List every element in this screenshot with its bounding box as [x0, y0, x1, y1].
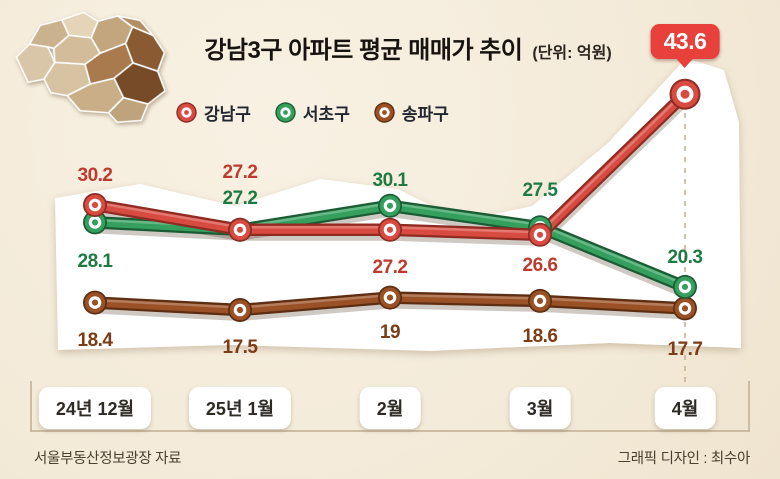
data-point-s2-1 — [228, 298, 252, 322]
value-label-s2-1: 17.5 — [222, 337, 258, 358]
data-point-s2-2 — [378, 285, 402, 310]
data-point-s0-3 — [528, 222, 552, 247]
value-label-s0-0: 30.2 — [77, 165, 113, 186]
value-label-s2-2: 19 — [379, 322, 401, 343]
value-label-s0-2: 27.2 — [372, 257, 408, 278]
legend-item-1: 서초구 — [275, 100, 350, 125]
data-point-s1-4 — [673, 274, 697, 299]
unit-note: (단위: 억원) — [532, 45, 612, 62]
chart-legend: 강남구 서초구 송파구 — [176, 100, 449, 125]
value-label-s2-3: 18.6 — [522, 326, 558, 347]
value-label-s2-4: 17.7 — [667, 339, 703, 360]
legend-item-2: 송파구 — [374, 100, 449, 125]
value-label-s2-0: 18.4 — [77, 330, 113, 351]
data-point-s0-4 — [669, 78, 701, 110]
value-label-s1-4: 20.3 — [667, 247, 703, 268]
legend-label: 송파구 — [401, 105, 449, 124]
data-point-s2-3 — [528, 288, 552, 313]
data-point-s0-1 — [228, 217, 252, 242]
x-axis-label-4: 4월 — [654, 387, 716, 429]
value-label-s1-2: 30.1 — [372, 170, 408, 191]
value-label-s0-3: 26.6 — [522, 255, 558, 276]
data-point-s1-0 — [83, 210, 107, 235]
x-axis-label-1: 25년 1월 — [188, 387, 292, 429]
seoul-map-graphic — [15, 11, 166, 124]
value-label-s1-3: 27.5 — [522, 180, 558, 201]
value-label-s1-1: 27.2 — [222, 188, 258, 209]
value-label-s0-1: 27.2 — [222, 162, 258, 183]
seoul-district-map — [10, 8, 180, 163]
legend-marker-icon — [176, 102, 197, 123]
x-axis-label-3: 3월 — [509, 387, 571, 429]
x-axis-label-0: 24년 12월 — [38, 387, 152, 429]
data-point-s1-2 — [378, 193, 402, 218]
value-label-s1-0: 28.1 — [77, 251, 113, 272]
data-point-s0-0 — [83, 193, 107, 217]
highlight-value: 43.6 — [663, 28, 707, 54]
series-points — [83, 78, 701, 322]
credit-note: 그래픽 디자인 : 최수아 — [617, 451, 751, 467]
data-point-s0-2 — [378, 217, 402, 242]
map-district — [107, 96, 149, 124]
legend-item-0: 강남구 — [176, 100, 251, 125]
source-note: 서울부동산정보광장 자료 — [34, 451, 182, 467]
legend-marker-icon — [374, 102, 395, 123]
page-title: 강남3구 아파트 평균 매매가 추이 (단위: 억원) — [204, 30, 611, 65]
title-text: 강남3구 아파트 평균 매매가 추이 — [204, 37, 523, 64]
badge-pointer-icon — [676, 59, 693, 68]
legend-marker-icon — [275, 102, 296, 123]
legend-label: 강남구 — [204, 105, 251, 124]
legend-label: 서초구 — [302, 105, 350, 124]
map-district — [15, 43, 56, 84]
x-axis-label-2: 2월 — [359, 387, 421, 429]
data-point-s2-0 — [83, 290, 107, 315]
highlight-badge: 43.6 — [650, 24, 720, 68]
data-point-s2-4 — [673, 296, 697, 321]
